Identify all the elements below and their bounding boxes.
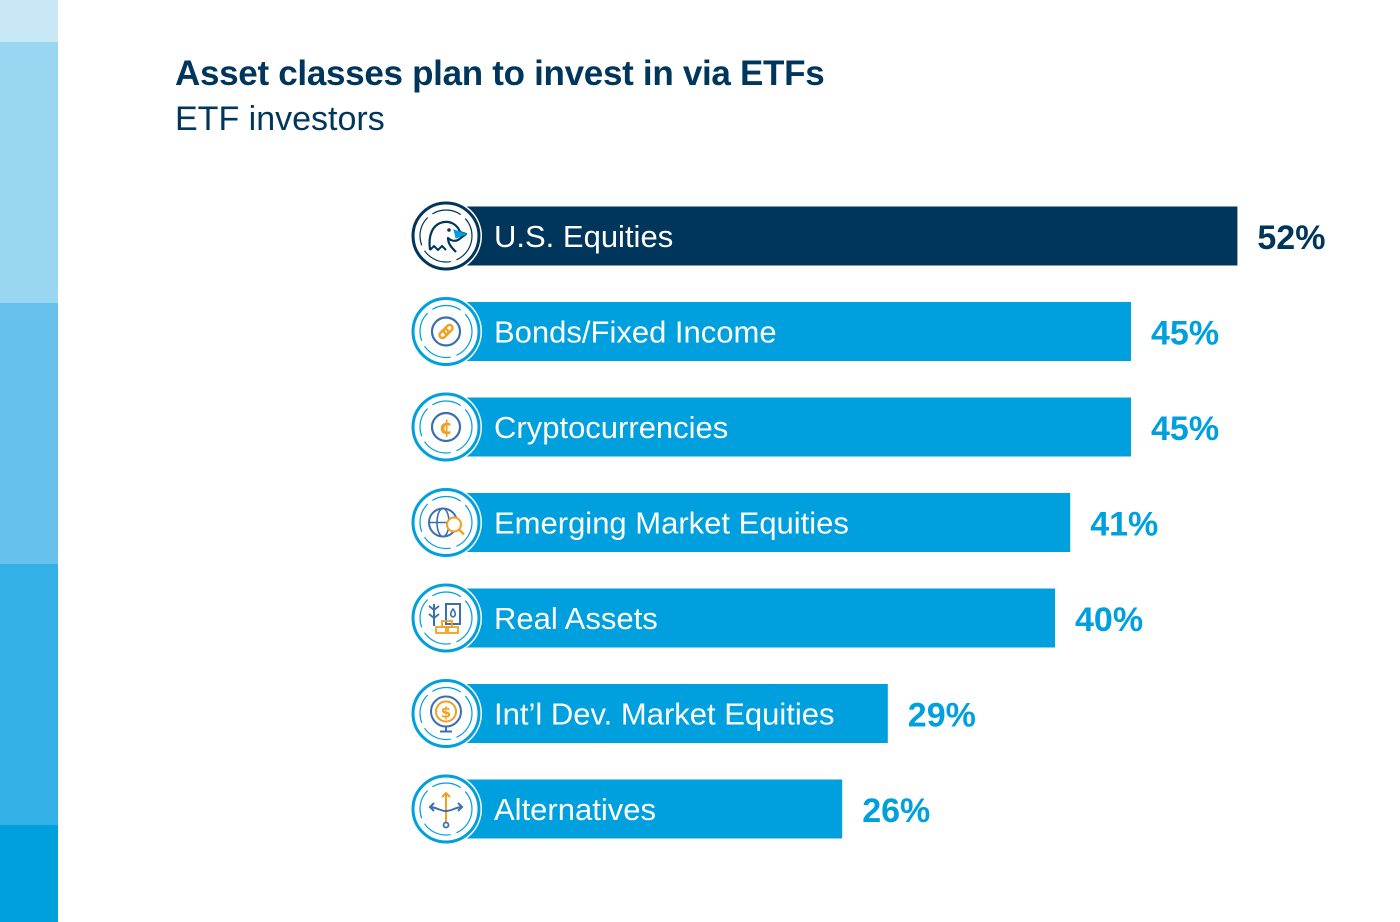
svg-text:$: $ <box>441 704 451 722</box>
icon-ring <box>419 400 473 454</box>
icon-circle <box>411 679 481 748</box>
bar-group: Alternatives 26% <box>410 773 930 845</box>
bar <box>447 302 1131 361</box>
bar-group: U.S. Equities 52% <box>410 200 1325 272</box>
side-band-3 <box>0 303 58 564</box>
icon-circle <box>411 201 481 271</box>
icon-ring <box>419 782 473 836</box>
value-label: 29% <box>908 697 976 735</box>
icon-ring <box>419 495 473 550</box>
diverging-arrows-icon <box>428 791 464 829</box>
bar-label: U.S. Equities <box>494 219 673 254</box>
value-label: 52% <box>1257 219 1325 257</box>
icon-ring <box>419 209 473 263</box>
crypto-coin-icon: ¢ <box>430 411 462 443</box>
bar-label: Cryptocurrencies <box>494 410 728 445</box>
bar-group: Emerging Market Equities 41% <box>410 486 1158 559</box>
value-label: 40% <box>1075 601 1143 639</box>
value-label: 26% <box>862 792 930 830</box>
bar-label: Real Assets <box>494 601 658 636</box>
value-label: 45% <box>1151 315 1219 353</box>
chart-subtitle: ETF investors <box>175 100 385 138</box>
eagle-icon <box>428 220 468 253</box>
icon-ring <box>419 591 473 645</box>
bar-group: ¢ Cryptocurrencies 45% <box>410 391 1219 463</box>
bar-group: $ Int’l Dev. Market Equities 29% <box>410 677 976 750</box>
icon-ring <box>419 686 473 741</box>
bar-group: Real Assets 40% <box>410 582 1143 654</box>
bar <box>447 588 1055 648</box>
bar-label: Int’l Dev. Market Equities <box>494 697 835 732</box>
bar-label: Emerging Market Equities <box>494 506 849 541</box>
bar <box>447 779 843 839</box>
svg-text:¢: ¢ <box>439 415 453 439</box>
icon-circle <box>411 392 481 462</box>
bar-label: Bonds/Fixed Income <box>494 315 777 350</box>
bar-label: Alternatives <box>494 792 656 827</box>
icon-ring <box>419 304 473 359</box>
bar <box>447 397 1131 457</box>
chain-link-icon <box>430 316 462 347</box>
bar <box>447 493 1071 552</box>
globe-dollar-icon: $ <box>430 695 462 733</box>
real-assets-icon <box>428 603 461 634</box>
value-label: 45% <box>1151 410 1219 448</box>
side-band-4 <box>0 564 58 825</box>
side-band-1 <box>0 0 58 42</box>
bar <box>447 206 1238 266</box>
side-band-5 <box>0 825 58 922</box>
chart-title: Asset classes plan to invest in via ETFs <box>175 54 825 93</box>
side-band-2 <box>0 42 58 303</box>
bar-group: Bonds/Fixed Income 45% <box>410 295 1219 368</box>
globe-search-icon <box>428 507 465 538</box>
value-label: 41% <box>1090 506 1158 544</box>
bar <box>447 684 888 743</box>
icon-circle <box>411 297 481 366</box>
